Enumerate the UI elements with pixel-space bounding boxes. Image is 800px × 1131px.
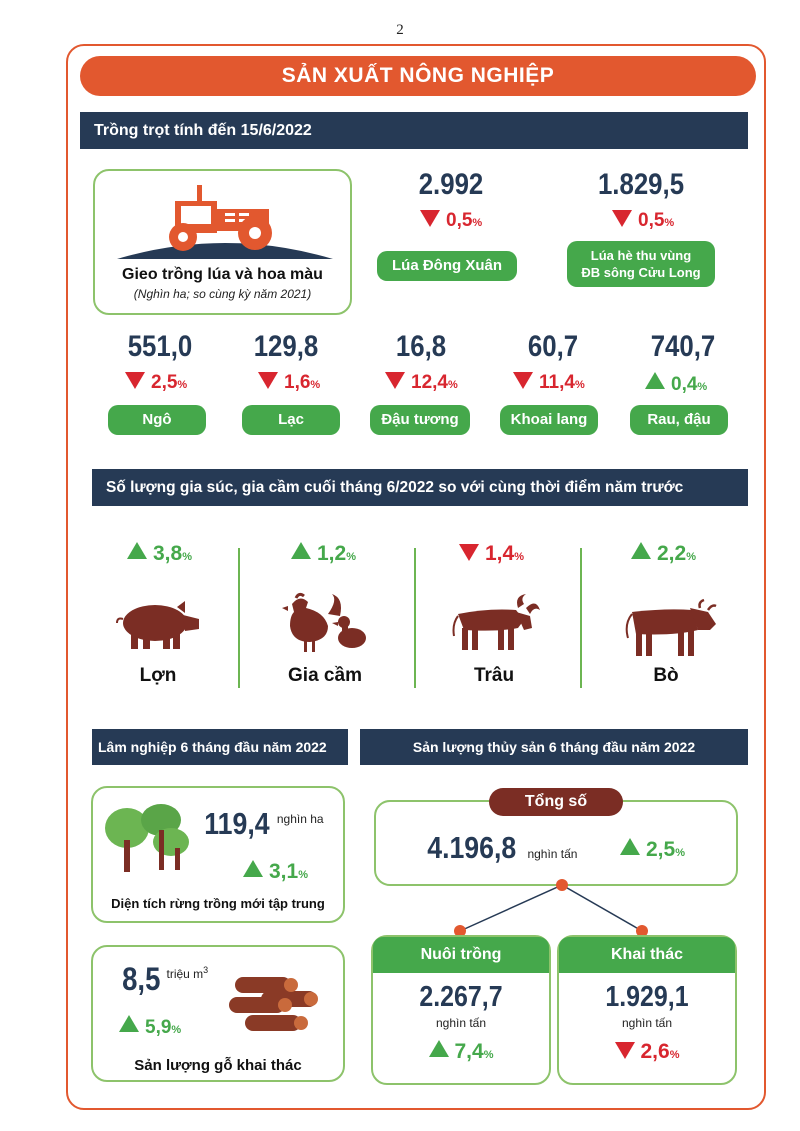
divider — [238, 548, 240, 688]
corn-value: 551,0 — [127, 330, 193, 363]
buffalo-change: 1,4% — [459, 542, 524, 566]
connector-lines — [454, 879, 648, 937]
vegetables-change: 0,4% — [645, 372, 707, 396]
tractor-icon — [117, 185, 333, 259]
logs-icon — [229, 977, 318, 1031]
fishery-farmed-box: Nuôi trồng 2.267,7 nghìn tấn 7,4% — [371, 935, 551, 1085]
divider — [414, 548, 416, 688]
sweet-potato-value: 60,7 — [527, 330, 579, 363]
down-arrow-icon — [513, 372, 533, 389]
cow-change: 2,2% — [631, 542, 696, 566]
cow-icon — [625, 598, 717, 656]
up-arrow-icon — [243, 860, 263, 877]
up-arrow-icon — [127, 542, 147, 559]
pig-label: Lợn — [139, 665, 177, 686]
fishery-total-label: Tổng số — [489, 788, 623, 816]
down-arrow-icon — [459, 544, 479, 561]
forest-area-value-row: 119,4 nghìn ha — [199, 806, 324, 842]
dong-xuan-value: 2.992 — [418, 168, 484, 201]
vegetables-value: 740,7 — [650, 330, 716, 363]
corn-change: 2,5% — [125, 372, 187, 394]
crops-intro-title: Gieo trồng lúa và hoa màu — [122, 266, 323, 283]
up-arrow-icon — [620, 838, 640, 855]
cow-label: Bò — [653, 665, 679, 686]
soybean-value: 16,8 — [395, 330, 447, 363]
page-frame — [66, 44, 766, 1110]
down-arrow-icon — [385, 372, 405, 389]
page-number: 2 — [396, 22, 404, 38]
page-title: SẢN XUẤT NÔNG NGHIỆP — [80, 56, 756, 96]
dong-xuan-change: 0,5% — [420, 210, 482, 232]
up-arrow-icon — [291, 542, 311, 559]
livestock-heading: Số lượng gia súc, gia cầm cuối tháng 6/2… — [92, 469, 748, 506]
fishery-total-unit: nghìn tấn — [527, 847, 578, 861]
up-arrow-icon — [119, 1015, 139, 1032]
down-arrow-icon — [614, 1042, 635, 1059]
crops-intro-subtitle: (Nghìn ha; so cùng kỳ năm 2021) — [133, 287, 312, 301]
forest-area-box: 119,4 nghìn ha 3,1% Diện tích rừng trồng … — [91, 786, 345, 923]
poultry-icon — [282, 592, 366, 652]
fishery-heading: Sản lượng thủy sản 6 tháng đầu năm 2022 — [360, 729, 748, 765]
peanut-value: 129,8 — [253, 330, 319, 363]
soybean-label: Đậu tương — [370, 405, 470, 435]
timber-unit: triệu m3 — [166, 965, 209, 981]
fishery-farmed-change: 7,4% — [373, 1040, 549, 1064]
fishery-farmed-unit: nghìn tấn — [435, 1016, 487, 1030]
down-arrow-icon — [125, 372, 145, 389]
buffalo-label: Trâu — [473, 665, 515, 686]
down-arrow-icon — [258, 372, 278, 389]
timber-value-row: 8,5 triệu m3 — [119, 961, 208, 998]
buffalo-icon — [452, 594, 540, 650]
vegetables-label: Rau, đậu — [630, 405, 728, 435]
fishery-total-value: 4.196,8 — [427, 830, 517, 865]
he-thu-label: Lúa hè thu vùng ĐB sông Cửu Long — [567, 241, 715, 287]
forest-area-value: 119,4 — [204, 806, 270, 841]
forest-area-change: 3,1% — [243, 860, 308, 884]
sweet-potato-change: 11,4% — [513, 372, 585, 394]
soybean-change: 12,4% — [385, 372, 458, 394]
fishery-caught-change: 2,6% — [559, 1040, 735, 1064]
fishery-total-change: 2,5% — [620, 838, 685, 862]
fishery-caught-label: Khai thác — [559, 937, 735, 973]
down-arrow-icon — [612, 210, 632, 227]
fishery-caught-box: Khai thác 1.929,1 nghìn tấn 2,6% — [557, 935, 737, 1085]
fishery-farmed-label: Nuôi trồng — [373, 937, 549, 973]
peanut-change: 1,6% — [258, 372, 320, 394]
peanut-label: Lạc — [242, 405, 340, 435]
down-arrow-icon — [420, 210, 440, 227]
fishery-caught-unit: nghìn tấn — [621, 1016, 673, 1030]
crops-intro-box: Gieo trồng lúa và hoa màu (Nghìn ha; so … — [93, 169, 352, 315]
timber-change: 5,9% — [119, 1015, 181, 1039]
forest-area-unit: nghìn ha — [276, 812, 324, 826]
fishery-caught-value: 1.929,1 — [605, 981, 689, 1013]
fishery-total-value-row: 4.196,8 nghìn tấn — [420, 830, 577, 866]
crops-heading: Trồng trọt tính đến 15/6/2022 — [80, 112, 748, 149]
dong-xuan-label: Lúa Đông Xuân — [377, 251, 517, 281]
forest-area-label: Diện tích rừng trồng mới tập trung — [111, 896, 325, 911]
poultry-label: Gia cầm — [288, 665, 362, 686]
pig-icon — [116, 601, 199, 649]
timber-box: 8,5 triệu m3 5,9% Sản lượng gỗ khai thác — [91, 945, 345, 1082]
poultry-change: 1,2% — [291, 542, 356, 566]
divider — [580, 548, 582, 688]
he-thu-value: 1.829,5 — [597, 168, 685, 201]
pig-change: 3,8% — [127, 542, 192, 566]
trees-icon — [105, 804, 189, 872]
sweet-potato-label: Khoai lang — [500, 405, 598, 435]
up-arrow-icon — [645, 372, 665, 389]
timber-label: Sản lượng gỗ khai thác — [134, 1057, 302, 1074]
corn-label: Ngô — [108, 405, 206, 435]
up-arrow-icon — [428, 1040, 449, 1057]
up-arrow-icon — [631, 542, 651, 559]
he-thu-change: 0,5% — [612, 210, 674, 232]
fishery-farmed-value: 2.267,7 — [419, 981, 503, 1013]
forestry-heading: Lâm nghiệp 6 tháng đầu năm 2022 — [92, 729, 348, 765]
timber-value: 8,5 — [122, 961, 161, 997]
